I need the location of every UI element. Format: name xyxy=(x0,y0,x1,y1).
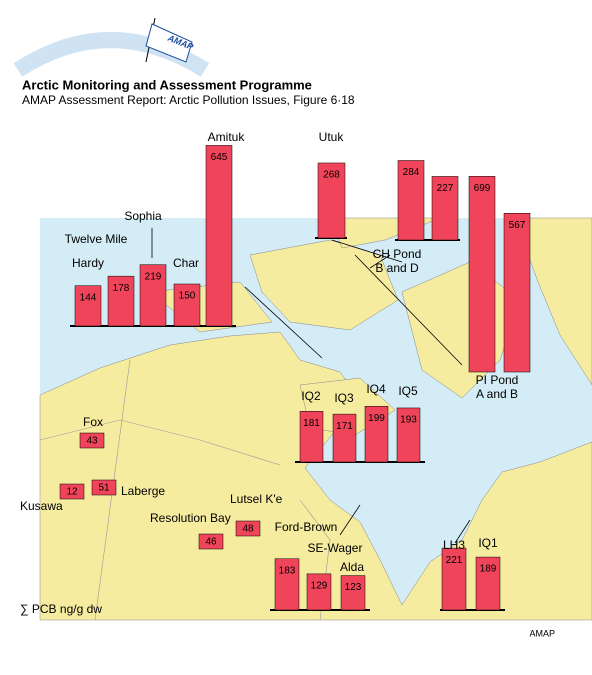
bar xyxy=(332,413,357,463)
group-label: CH Pond xyxy=(373,247,422,261)
bar xyxy=(107,275,135,327)
bar xyxy=(475,556,501,611)
value-label: 123 xyxy=(345,582,362,593)
value-label: 171 xyxy=(336,421,353,432)
value-box xyxy=(91,479,117,496)
value-box xyxy=(198,533,224,550)
group-label: A and B xyxy=(476,387,518,401)
logo-flag xyxy=(145,23,193,63)
site-name: SE-Wager xyxy=(308,541,363,555)
bar xyxy=(306,573,332,611)
value-label: 284 xyxy=(403,167,420,178)
value-label: 219 xyxy=(145,271,162,282)
group-label: PI Pond xyxy=(476,373,519,387)
leader-line xyxy=(244,286,323,359)
bar xyxy=(340,575,366,611)
value-label: 189 xyxy=(480,564,497,575)
site-name: Sophia xyxy=(124,209,162,223)
value-label: 43 xyxy=(86,436,98,447)
value-label: 150 xyxy=(179,291,196,302)
island xyxy=(249,239,399,331)
site-name: IQ2 xyxy=(301,389,321,403)
site-name: Alda xyxy=(340,560,364,574)
site-name: Laberge xyxy=(121,484,165,498)
leader-line xyxy=(339,504,361,536)
value-label: 183 xyxy=(279,565,296,576)
site-name: LH3 xyxy=(443,538,465,552)
site-name: Resolution Bay xyxy=(150,511,231,525)
border xyxy=(39,419,281,466)
site-name: IQ3 xyxy=(334,391,354,405)
bar xyxy=(397,160,425,241)
units: ∑ PCB ng/g dw xyxy=(20,602,102,616)
subtitle: AMAP Assessment Report: Arctic Pollution… xyxy=(22,93,355,107)
site-name: IQ5 xyxy=(398,384,418,398)
value-label: 699 xyxy=(474,183,491,194)
bar xyxy=(317,162,346,239)
site-name: Lutsel K'e xyxy=(230,492,283,506)
value-label: 199 xyxy=(368,413,385,424)
title: Arctic Monitoring and Assessment Program… xyxy=(22,77,312,92)
value-label: 268 xyxy=(323,170,340,181)
site-name: Utuk xyxy=(319,130,345,144)
leader-line xyxy=(369,254,391,269)
bar xyxy=(503,212,531,373)
bar xyxy=(468,176,496,373)
value-label: 645 xyxy=(211,152,228,163)
bar xyxy=(173,283,201,327)
site-name: Fox xyxy=(83,415,103,429)
value-label: 12 xyxy=(66,487,78,498)
site-name: Kusawa xyxy=(20,499,63,513)
leaders xyxy=(151,228,471,544)
value-label: 227 xyxy=(437,183,454,194)
bar xyxy=(396,407,421,463)
site-name: Twelve Mile xyxy=(65,232,128,246)
value-box xyxy=(59,483,85,500)
island xyxy=(514,217,592,386)
bar xyxy=(441,547,467,611)
bar-groups: 144 Hardy 178 Twelve Mile 219 Sophia 150 Char 64… xyxy=(20,130,531,611)
value-label: 567 xyxy=(509,220,526,231)
credit: AMAP xyxy=(529,628,555,638)
bar xyxy=(364,406,389,463)
bar xyxy=(299,411,324,463)
value-label: 221 xyxy=(446,555,463,566)
bar xyxy=(274,558,300,611)
value-box xyxy=(235,520,261,537)
bar xyxy=(205,145,233,327)
site-name: Amituk xyxy=(208,130,246,144)
leader-line xyxy=(331,239,403,263)
value-box xyxy=(79,432,105,449)
site-name: IQ4 xyxy=(366,382,386,396)
leader-line xyxy=(354,254,463,366)
value-label: 181 xyxy=(303,418,320,429)
bar xyxy=(431,176,459,241)
value-label: 144 xyxy=(80,292,97,303)
leader-line xyxy=(454,519,471,544)
site-name: Hardy xyxy=(72,256,104,270)
value-label: 48 xyxy=(242,524,254,535)
bar xyxy=(74,285,102,327)
group-label: B and D xyxy=(375,261,419,275)
bar xyxy=(139,264,167,327)
value-label: 129 xyxy=(311,581,328,592)
site-name: IQ1 xyxy=(478,536,498,550)
value-label: 193 xyxy=(400,415,417,426)
site-name: Char xyxy=(173,256,199,270)
value-label: 178 xyxy=(113,283,130,294)
value-label: 51 xyxy=(98,483,110,494)
site-name: Ford-Brown xyxy=(275,520,338,534)
value-label: 46 xyxy=(205,537,217,548)
